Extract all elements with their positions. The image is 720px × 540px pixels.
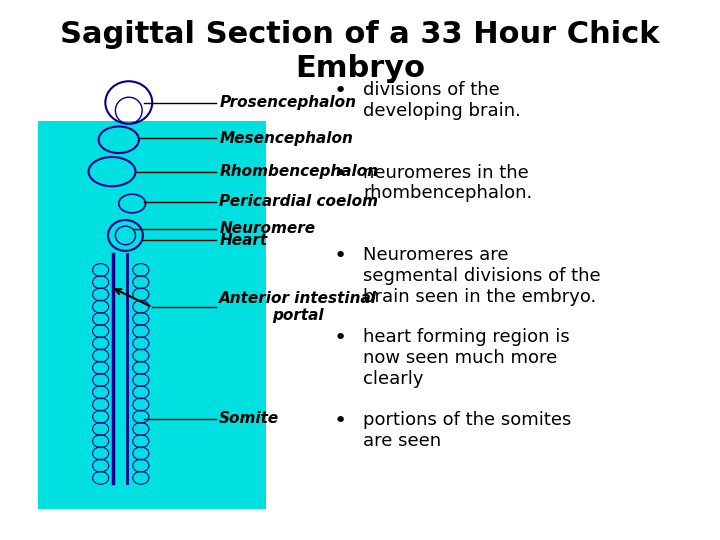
Text: •: • — [333, 81, 346, 102]
Text: Anterior intestinal
portal: Anterior intestinal portal — [220, 291, 377, 323]
Text: Mesencephalon: Mesencephalon — [220, 131, 353, 146]
Text: Rhombencephalon: Rhombencephalon — [220, 164, 379, 179]
Text: Sagittal Section of a 33 Hour Chick
Embryo: Sagittal Section of a 33 Hour Chick Embr… — [60, 20, 660, 83]
Text: Pericardial coelom: Pericardial coelom — [220, 194, 378, 210]
Text: neuromeres in the
rhombencephalon.: neuromeres in the rhombencephalon. — [364, 164, 533, 202]
Text: heart forming region is
now seen much more
clearly: heart forming region is now seen much mo… — [364, 328, 570, 388]
Text: •: • — [333, 164, 346, 184]
Text: Heart: Heart — [220, 233, 267, 248]
Text: Neuromeres are
segmental divisions of the
brain seen in the embryo.: Neuromeres are segmental divisions of th… — [364, 246, 601, 306]
Text: Neuromere: Neuromere — [220, 221, 315, 236]
Text: Prosencephalon: Prosencephalon — [220, 95, 356, 110]
Text: •: • — [333, 328, 346, 348]
FancyBboxPatch shape — [38, 121, 266, 509]
Text: portions of the somites
are seen: portions of the somites are seen — [364, 411, 572, 450]
Text: divisions of the
developing brain.: divisions of the developing brain. — [364, 81, 521, 120]
Text: •: • — [333, 411, 346, 431]
Text: •: • — [333, 246, 346, 266]
Text: Somite: Somite — [220, 411, 279, 427]
